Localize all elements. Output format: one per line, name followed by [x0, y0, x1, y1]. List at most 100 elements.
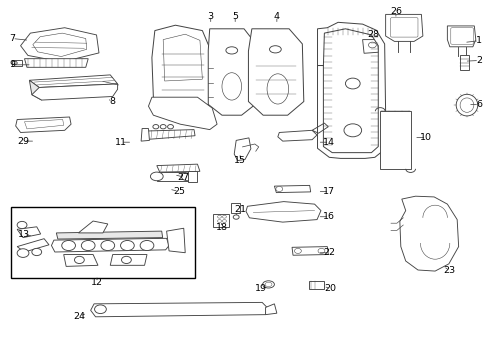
Text: 15: 15 — [234, 156, 246, 165]
Text: 26: 26 — [390, 7, 402, 16]
Text: 9: 9 — [9, 60, 15, 69]
Ellipse shape — [368, 42, 376, 48]
Text: 19: 19 — [255, 284, 267, 293]
Text: 1: 1 — [476, 36, 482, 45]
Bar — [380, 111, 411, 169]
Polygon shape — [274, 185, 311, 193]
Text: 6: 6 — [476, 100, 482, 109]
Ellipse shape — [121, 240, 134, 251]
Text: 17: 17 — [323, 187, 335, 196]
Polygon shape — [16, 117, 71, 132]
Polygon shape — [157, 172, 188, 181]
Ellipse shape — [344, 124, 362, 137]
Ellipse shape — [81, 240, 95, 251]
Text: 10: 10 — [420, 133, 432, 142]
Ellipse shape — [101, 240, 115, 251]
Text: 24: 24 — [74, 311, 85, 320]
Text: 8: 8 — [110, 97, 116, 106]
Text: 11: 11 — [115, 138, 127, 147]
Ellipse shape — [233, 215, 239, 219]
Polygon shape — [447, 26, 476, 47]
Polygon shape — [248, 29, 304, 115]
Polygon shape — [91, 302, 267, 317]
Polygon shape — [56, 231, 163, 239]
Ellipse shape — [153, 125, 159, 129]
Ellipse shape — [12, 61, 17, 65]
Ellipse shape — [122, 256, 131, 264]
Polygon shape — [208, 29, 255, 115]
Text: 13: 13 — [18, 230, 29, 239]
Text: 2: 2 — [476, 56, 482, 65]
Text: 23: 23 — [444, 266, 456, 275]
Polygon shape — [152, 25, 211, 112]
Polygon shape — [29, 80, 42, 100]
Text: 21: 21 — [234, 205, 246, 214]
Polygon shape — [148, 97, 217, 130]
Text: 14: 14 — [323, 138, 335, 147]
Ellipse shape — [168, 125, 173, 129]
Ellipse shape — [181, 172, 194, 181]
Polygon shape — [278, 130, 317, 141]
Text: 27: 27 — [178, 173, 190, 181]
Text: 3: 3 — [208, 12, 214, 21]
Polygon shape — [363, 40, 379, 53]
Polygon shape — [78, 221, 108, 233]
Ellipse shape — [267, 74, 289, 104]
Ellipse shape — [222, 220, 226, 222]
Ellipse shape — [222, 73, 242, 100]
Polygon shape — [141, 129, 149, 141]
Ellipse shape — [17, 221, 27, 229]
Ellipse shape — [62, 240, 75, 251]
Ellipse shape — [218, 220, 221, 222]
Bar — [188, 171, 197, 182]
Bar — [12, 60, 22, 66]
Polygon shape — [157, 164, 200, 172]
Text: 7: 7 — [9, 34, 15, 43]
Polygon shape — [234, 138, 251, 161]
Ellipse shape — [140, 240, 154, 251]
Polygon shape — [246, 202, 321, 222]
Text: 29: 29 — [18, 136, 29, 145]
Ellipse shape — [460, 98, 474, 112]
Ellipse shape — [222, 215, 226, 218]
Text: 22: 22 — [323, 248, 335, 257]
Polygon shape — [266, 304, 277, 315]
Text: 16: 16 — [323, 212, 335, 221]
Text: 5: 5 — [232, 12, 238, 21]
Bar — [231, 203, 240, 213]
Text: 20: 20 — [325, 284, 337, 293]
Text: 25: 25 — [173, 187, 185, 196]
Polygon shape — [32, 84, 118, 100]
Ellipse shape — [456, 94, 478, 116]
Ellipse shape — [226, 47, 238, 54]
Polygon shape — [400, 196, 459, 271]
Bar — [309, 281, 324, 289]
Polygon shape — [51, 238, 169, 252]
Polygon shape — [110, 255, 147, 265]
Ellipse shape — [345, 78, 360, 89]
Ellipse shape — [32, 248, 42, 256]
Bar — [213, 214, 229, 227]
Ellipse shape — [74, 256, 84, 264]
Polygon shape — [167, 228, 185, 253]
Bar — [11, 207, 195, 278]
Bar — [460, 55, 469, 70]
Ellipse shape — [265, 282, 272, 287]
Ellipse shape — [270, 46, 281, 53]
Ellipse shape — [17, 249, 29, 257]
Polygon shape — [318, 22, 386, 158]
Ellipse shape — [150, 172, 163, 181]
Ellipse shape — [276, 186, 283, 192]
Ellipse shape — [160, 125, 166, 129]
Polygon shape — [21, 28, 99, 62]
Polygon shape — [64, 255, 98, 266]
Ellipse shape — [318, 248, 325, 253]
Text: 28: 28 — [368, 30, 379, 39]
Ellipse shape — [294, 248, 301, 253]
Polygon shape — [17, 239, 49, 252]
Polygon shape — [17, 227, 41, 238]
Polygon shape — [24, 59, 88, 67]
Polygon shape — [386, 14, 423, 41]
Text: 4: 4 — [274, 12, 280, 21]
Polygon shape — [292, 247, 328, 255]
